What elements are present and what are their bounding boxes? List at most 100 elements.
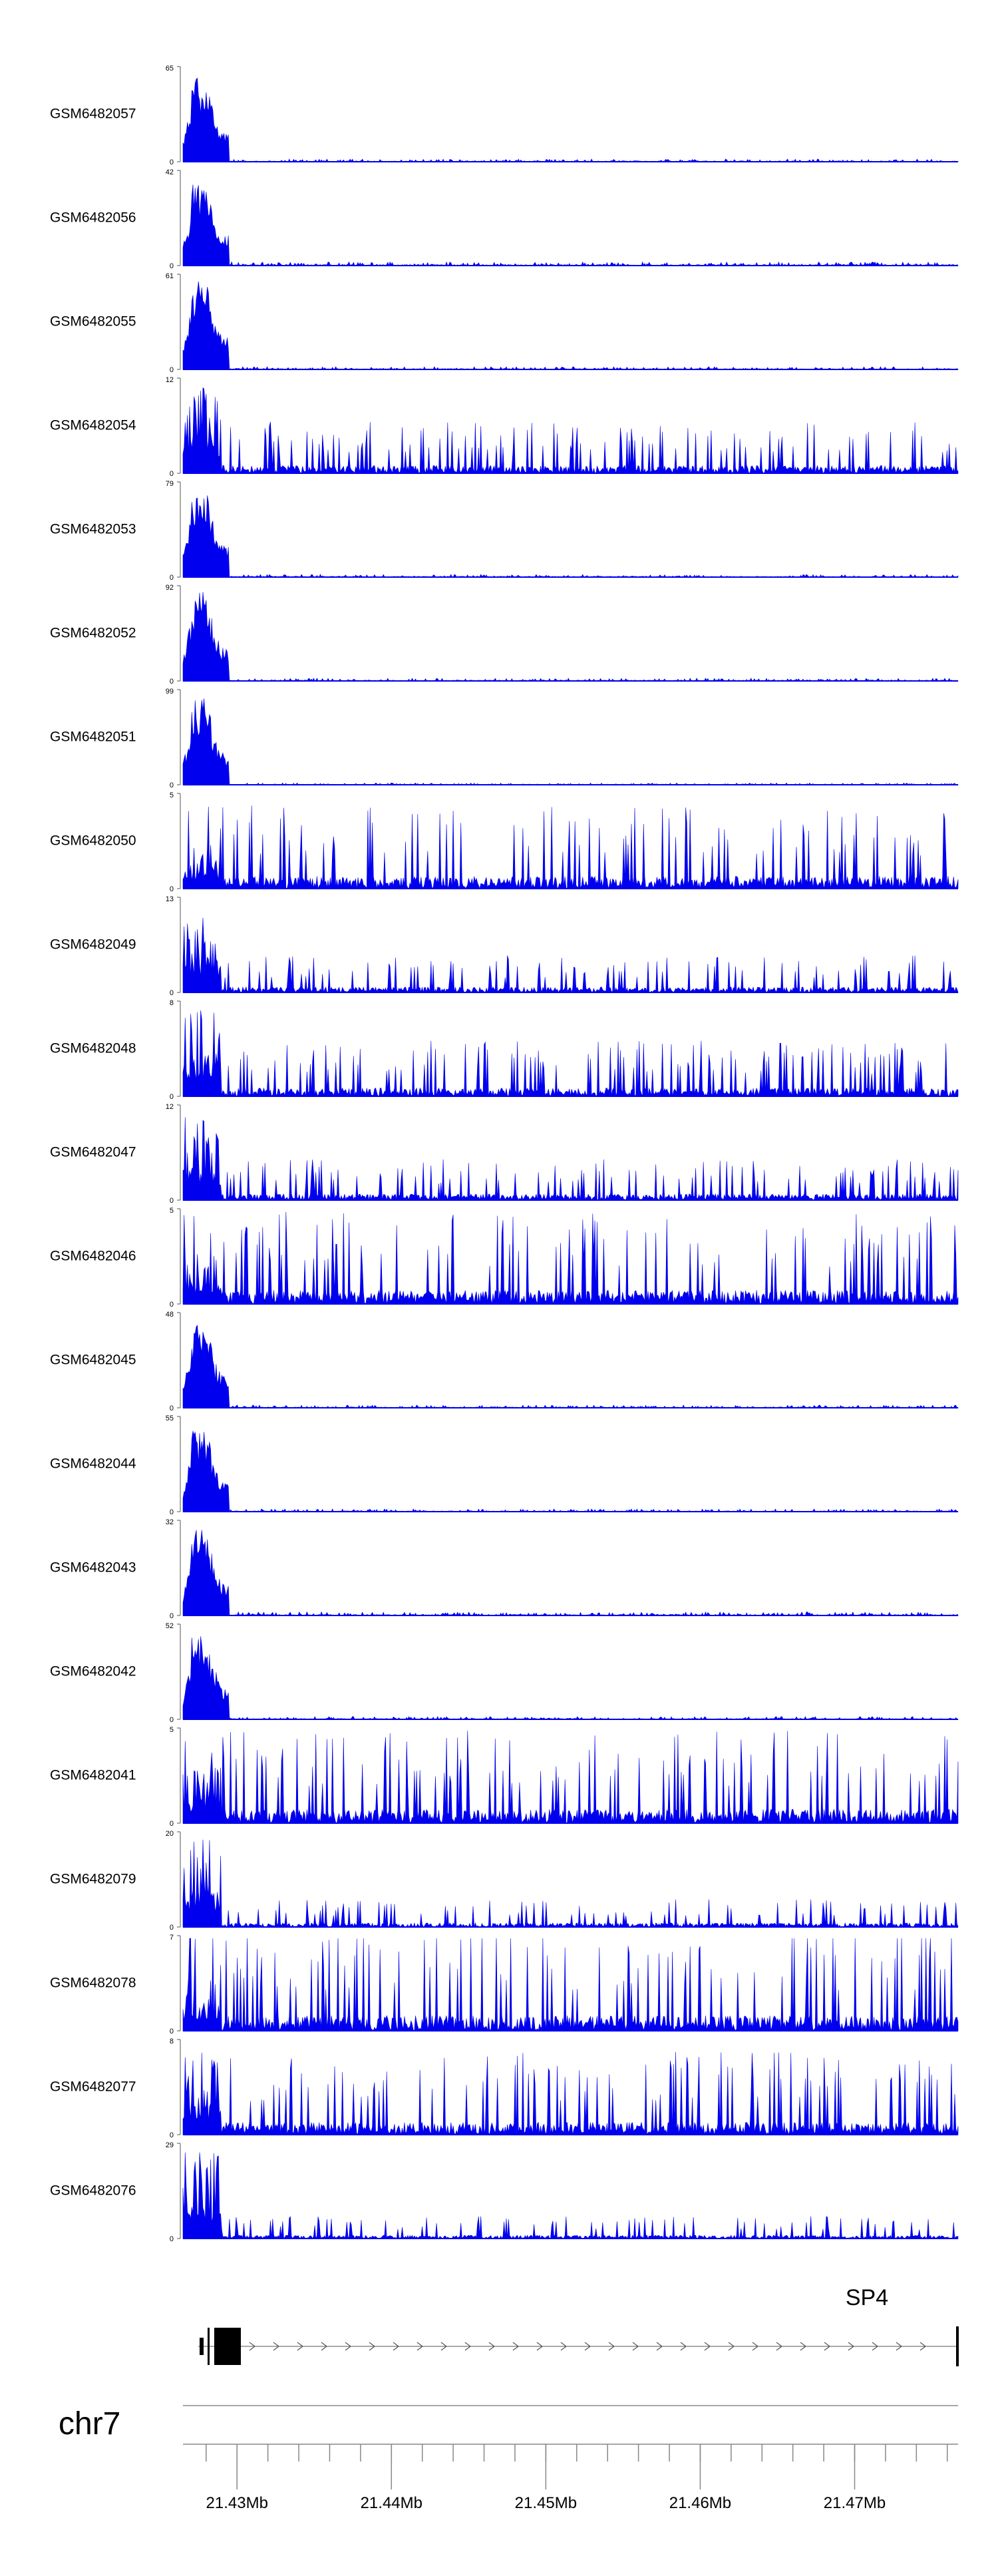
track-GSM6482041: GSM6482041 5 0 xyxy=(50,1726,959,1828)
coverage-area xyxy=(182,1117,959,1201)
strand-arrow xyxy=(297,2342,303,2351)
gene-exon xyxy=(214,2328,241,2365)
coverage-area xyxy=(182,184,959,266)
track-label: GSM6482052 xyxy=(50,626,136,641)
track-GSM6482079: GSM6482079 20 0 xyxy=(50,1830,959,1932)
track-label: GSM6482079 xyxy=(50,1872,136,1887)
y-max-label: 20 xyxy=(166,1830,174,1838)
strand-arrow xyxy=(800,2342,806,2351)
coverage-area xyxy=(182,281,959,370)
y-max-label: 42 xyxy=(166,168,174,176)
track-label: GSM6482057 xyxy=(50,107,136,122)
strand-arrow xyxy=(656,2342,663,2351)
y-max-label: 52 xyxy=(166,1622,174,1630)
axis-tick-label: 21.46Mb xyxy=(669,2494,731,2512)
track-GSM6482077: GSM6482077 8 0 xyxy=(50,2038,959,2139)
y-zero-label: 0 xyxy=(170,366,174,374)
track-label: GSM6482044 xyxy=(50,1456,136,1472)
y-zero-label: 0 xyxy=(170,470,174,478)
y-max-label: 7 xyxy=(170,1934,174,1942)
y-max-label: 65 xyxy=(166,65,174,73)
track-GSM6482052: GSM6482052 92 0 xyxy=(50,584,959,686)
track-GSM6482048: GSM6482048 8 0 xyxy=(50,999,959,1101)
strand-arrow xyxy=(872,2342,878,2351)
strand-arrow xyxy=(321,2342,327,2351)
track-GSM6482050: GSM6482050 5 0 xyxy=(50,791,959,893)
strand-arrow xyxy=(608,2342,615,2351)
y-zero-label: 0 xyxy=(170,2131,174,2139)
coverage-area xyxy=(182,77,959,162)
track-GSM6482044: GSM6482044 55 0 xyxy=(50,1414,959,1516)
y-zero-label: 0 xyxy=(170,2235,174,2243)
strand-arrow xyxy=(632,2342,639,2351)
coverage-area xyxy=(182,917,959,993)
track-label: GSM6482056 xyxy=(50,210,136,226)
strand-arrow xyxy=(393,2342,399,2351)
track-GSM6482043: GSM6482043 32 0 xyxy=(50,1518,959,1620)
track-label: GSM6482046 xyxy=(50,1249,136,1264)
strand-arrow xyxy=(369,2342,375,2351)
y-zero-label: 0 xyxy=(170,158,174,166)
strand-arrow xyxy=(728,2342,735,2351)
strand-arrow xyxy=(848,2342,854,2351)
strand-arrow xyxy=(752,2342,758,2351)
strand-arrow xyxy=(560,2342,567,2351)
y-max-label: 8 xyxy=(170,2038,174,2045)
track-label: GSM6482047 xyxy=(50,1145,136,1160)
y-zero-label: 0 xyxy=(170,574,174,582)
track-GSM6482056: GSM6482056 42 0 xyxy=(50,168,959,270)
track-GSM6482076: GSM6482076 29 0 xyxy=(50,2141,959,2243)
coverage-area xyxy=(182,592,959,682)
track-label: GSM6482054 xyxy=(50,418,136,433)
strand-arrow xyxy=(776,2342,782,2351)
y-zero-label: 0 xyxy=(170,1612,174,1620)
track-label: GSM6482049 xyxy=(50,937,136,953)
axis-tick-label: 21.47Mb xyxy=(824,2494,886,2512)
y-max-label: 55 xyxy=(166,1414,174,1422)
coverage-tracks: GSM6482057650GSM6482056420GSM6482055610G… xyxy=(50,65,959,2243)
y-max-label: 5 xyxy=(170,1207,174,1215)
genome-axis: chr7 21.43Mb 21.44Mb 21.45Mb 21.46Mb 21.47Mb xyxy=(59,2405,958,2512)
track-label: GSM6482050 xyxy=(50,833,136,849)
strand-arrow xyxy=(416,2342,423,2351)
y-max-label: 32 xyxy=(166,1518,174,1526)
track-label: GSM6482043 xyxy=(50,1560,136,1576)
strand-arrow xyxy=(896,2342,902,2351)
coverage-area xyxy=(182,387,959,475)
axis-tick-label: 21.43Mb xyxy=(206,2494,268,2512)
y-zero-label: 0 xyxy=(170,678,174,686)
coverage-area xyxy=(182,495,959,578)
coverage-area xyxy=(182,1636,959,1720)
track-GSM6482053: GSM6482053 79 0 xyxy=(50,480,959,582)
y-max-label: 12 xyxy=(166,1103,174,1111)
axis-tick-label: 21.45Mb xyxy=(515,2494,577,2512)
coverage-area xyxy=(182,1731,959,1824)
y-zero-label: 0 xyxy=(170,1716,174,1724)
gene-exon xyxy=(956,2326,959,2366)
track-label: GSM6482053 xyxy=(50,522,136,537)
y-max-label: 5 xyxy=(170,791,174,799)
strand-arrow xyxy=(919,2342,926,2351)
track-label: GSM6482077 xyxy=(50,2079,136,2095)
coverage-area xyxy=(182,698,959,785)
track-GSM6482042: GSM6482042 52 0 xyxy=(50,1622,959,1724)
track-label: GSM6482076 xyxy=(50,2183,136,2199)
track-label: GSM6482041 xyxy=(50,1768,136,1783)
y-max-label: 79 xyxy=(166,480,174,488)
y-max-label: 99 xyxy=(166,688,174,696)
track-GSM6482078: GSM6482078 7 0 xyxy=(50,1934,959,2036)
coverage-area xyxy=(182,1430,959,1512)
y-max-label: 29 xyxy=(166,2141,174,2149)
y-max-label: 48 xyxy=(166,1311,174,1319)
track-GSM6482051: GSM6482051 99 0 xyxy=(50,688,959,789)
y-zero-label: 0 xyxy=(170,1301,174,1309)
y-zero-label: 0 xyxy=(170,1508,174,1516)
track-GSM6482047: GSM6482047 12 0 xyxy=(50,1103,959,1205)
track-label: GSM6482051 xyxy=(50,730,136,745)
coverage-area xyxy=(182,805,959,889)
y-zero-label: 0 xyxy=(170,1404,174,1412)
strand-arrow xyxy=(440,2342,447,2351)
y-zero-label: 0 xyxy=(170,2028,174,2036)
y-zero-label: 0 xyxy=(170,1924,174,1932)
strand-arrow xyxy=(536,2342,543,2351)
